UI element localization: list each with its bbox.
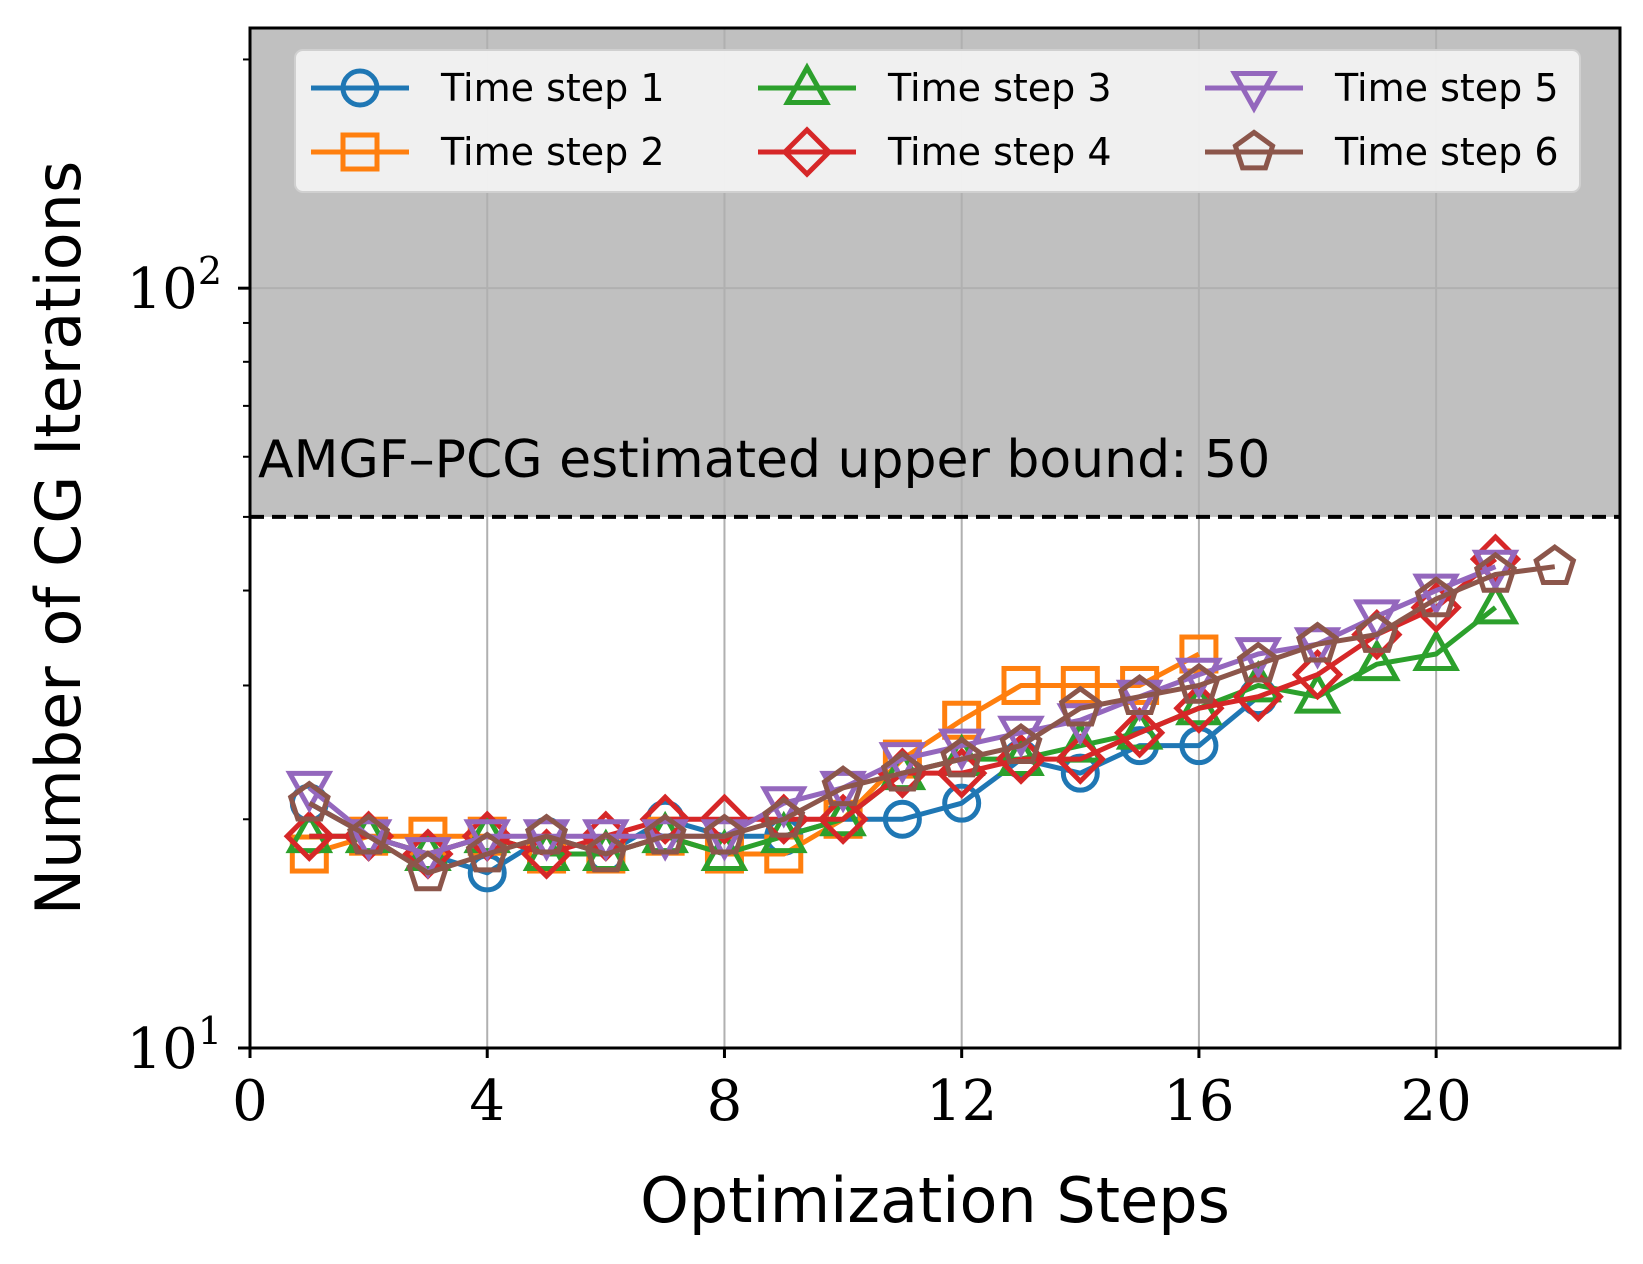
data-point xyxy=(762,796,806,838)
legend-label: Time step 6 xyxy=(1334,130,1559,174)
y-axis-title: Number of CG Iterations xyxy=(22,161,95,916)
data-point xyxy=(1113,707,1166,759)
data-point xyxy=(1414,576,1458,618)
legend-label: Time step 4 xyxy=(887,130,1112,174)
data-point xyxy=(347,813,391,855)
x-tick-label: 0 xyxy=(232,1069,268,1134)
data-point xyxy=(639,793,691,845)
data-point xyxy=(942,783,982,823)
data-point xyxy=(465,831,509,873)
axes-frame xyxy=(248,26,1622,1050)
data-point xyxy=(940,736,984,778)
legend-label: Time step 5 xyxy=(1334,66,1559,110)
legend-item: Time step 3 xyxy=(758,62,1112,110)
data-point xyxy=(1175,657,1223,701)
data-point xyxy=(1232,671,1284,723)
series-line xyxy=(307,564,1497,857)
data-point xyxy=(1355,611,1399,653)
legend: Time step 1 Time step 2 Time step 3 Time st… xyxy=(294,49,1581,193)
data-point xyxy=(1234,637,1283,680)
data-point xyxy=(821,765,865,807)
data-point xyxy=(817,793,869,845)
legend-item: Time step 1 xyxy=(311,66,665,110)
data-point xyxy=(1471,581,1520,625)
legend-label: Time step 3 xyxy=(887,66,1112,110)
x-tick-label: 8 xyxy=(707,1069,743,1134)
legend-item: Time step 2 xyxy=(311,130,665,174)
x-tick-label: 20 xyxy=(1401,1069,1472,1134)
data-point xyxy=(698,793,751,845)
data-point xyxy=(525,813,569,855)
data-point xyxy=(1236,641,1280,683)
data-point xyxy=(1179,634,1219,674)
data-point xyxy=(1293,671,1342,714)
axes-layer xyxy=(248,26,1622,1050)
legend-marker xyxy=(783,62,831,105)
legend-item: Time step 6 xyxy=(1205,129,1559,174)
legend-marker xyxy=(1230,71,1278,114)
ticks-layer: 0 4 8 12 16 20 101 102 xyxy=(127,58,1472,1134)
data-point xyxy=(285,810,334,854)
data-point xyxy=(584,831,628,873)
series-line xyxy=(308,651,1201,857)
data-point xyxy=(882,799,922,839)
series-6 xyxy=(287,544,1577,892)
data-point xyxy=(643,813,687,855)
data-point xyxy=(1412,628,1460,671)
data-point xyxy=(1473,551,1517,593)
data-point xyxy=(463,810,512,854)
legend-marker xyxy=(1232,129,1276,171)
data-point xyxy=(1533,544,1577,585)
data-point xyxy=(344,819,393,862)
data-point xyxy=(1296,621,1340,663)
series-layer xyxy=(283,533,1577,893)
x-tick-label: 4 xyxy=(469,1069,505,1134)
data-point xyxy=(999,722,1043,764)
data-point xyxy=(1118,674,1162,715)
data-point xyxy=(1060,665,1100,705)
data-point xyxy=(1173,682,1225,734)
legend-marker xyxy=(340,68,380,108)
data-point xyxy=(287,780,331,822)
data-point xyxy=(1054,733,1106,785)
x-axis-title: Optimization Steps xyxy=(640,1164,1230,1237)
series-line xyxy=(308,564,1556,876)
legend-label: Time step 2 xyxy=(440,130,665,174)
y-tick-label: 101 xyxy=(127,1009,222,1082)
data-point xyxy=(1060,753,1100,793)
legend-marker xyxy=(340,132,380,172)
data-point xyxy=(283,810,335,862)
data-point xyxy=(1058,685,1102,727)
data-point xyxy=(702,813,746,855)
legend-marker xyxy=(781,126,833,178)
data-point xyxy=(700,819,749,862)
data-point xyxy=(404,837,452,880)
data-point xyxy=(1177,662,1221,704)
legend-item: Time step 4 xyxy=(758,126,1112,178)
data-point xyxy=(1353,638,1401,682)
data-point xyxy=(1001,665,1041,705)
data-point xyxy=(997,733,1045,777)
annotation-text: AMGF–PCG estimated upper bound: 50 xyxy=(258,430,1270,490)
legend-label: Time step 1 xyxy=(440,66,665,110)
data-point xyxy=(1291,649,1344,701)
x-tick-label: 16 xyxy=(1163,1069,1234,1134)
data-point xyxy=(819,793,867,837)
data-point xyxy=(1353,599,1401,642)
y-tick-label: 102 xyxy=(127,249,222,322)
data-point xyxy=(406,850,450,892)
data-point xyxy=(880,750,924,792)
legend-item: Time step 5 xyxy=(1205,66,1559,114)
x-tick-label: 12 xyxy=(926,1069,997,1134)
